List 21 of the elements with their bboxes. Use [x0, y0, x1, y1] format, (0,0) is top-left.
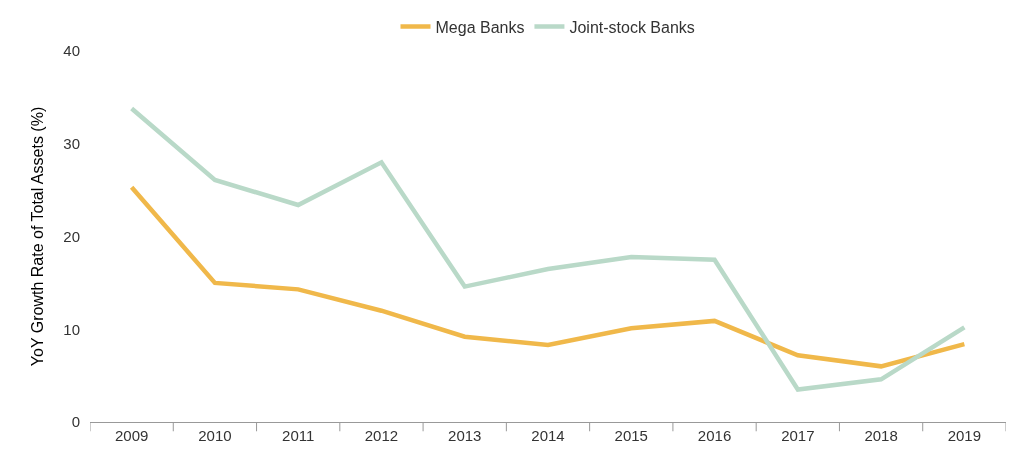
x-tick-label: 2014 [531, 427, 565, 444]
y-tick-label: 30 [63, 135, 80, 152]
y-tick-label: 40 [63, 42, 80, 60]
x-tick-label: 2012 [364, 427, 399, 444]
y-tick-label: 10 [63, 320, 80, 338]
x-tick-label: 2018 [864, 427, 898, 444]
x-tick-label: 2010 [198, 427, 232, 444]
x-tick-label: 2013 [448, 427, 482, 444]
y-axis-title: YoY Growth Rate of Total Assets (%) [29, 106, 47, 367]
y-tick-label: 20 [63, 227, 80, 245]
x-tick-label: 2017 [781, 427, 815, 444]
x-tick-label: 2011 [282, 427, 315, 444]
x-tick-label: 2016 [697, 427, 732, 444]
legend-label: Mega Banks [435, 18, 525, 36]
legend-label: Joint-stock Banks [569, 18, 695, 36]
y-tick-label: 0 [71, 413, 80, 431]
x-tick-label: 2009 [114, 427, 149, 444]
line-series [129, 185, 967, 369]
line-series [129, 106, 967, 392]
x-tick-label: 2015 [614, 427, 648, 444]
x-tick-label: 2019 [947, 427, 982, 444]
